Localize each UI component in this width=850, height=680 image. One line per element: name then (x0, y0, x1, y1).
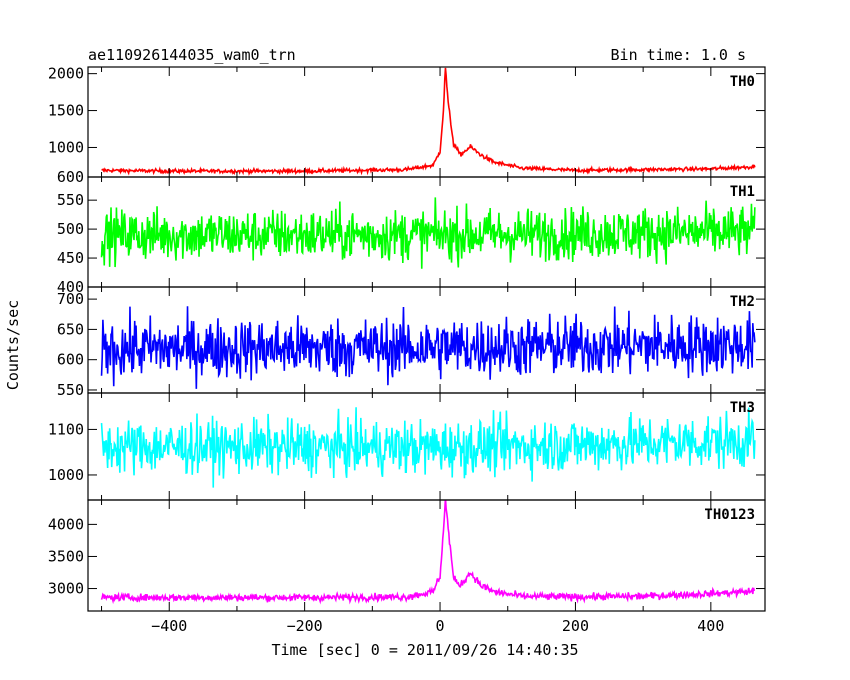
y-axis-label: Counts/sec (4, 300, 22, 390)
panel-frame (87, 499, 766, 612)
y-tick-label: 3500 (48, 547, 84, 565)
y-tick-label: 700 (57, 290, 84, 308)
panel-label-th0: TH0 (730, 74, 755, 90)
y-tick-label: 550 (57, 381, 84, 399)
y-tick-label: 400 (57, 278, 84, 296)
panel-th1: 400 450 500 550 TH1 (57, 176, 766, 296)
x-tick-label: 400 (697, 617, 724, 635)
chart-title: ae110926144035_wam0_trn (88, 46, 296, 64)
y-tick-label: 550 (57, 191, 84, 209)
y-tick-label: 3000 (48, 580, 84, 598)
x-tick-label: 0 (436, 617, 445, 635)
bin-time-label: Bin time: 1.0 s (611, 46, 746, 64)
y-tick-label: 600 (57, 168, 84, 186)
series-line-th0123 (100, 500, 756, 605)
y-tick-label: 600 (57, 351, 84, 369)
y-tick-label: 2000 (48, 65, 84, 83)
panel-th3: 1000 1100 TH3 (48, 392, 766, 501)
y-tick-label: 500 (57, 220, 84, 238)
series-line-th3 (100, 407, 756, 488)
series-line-th0 (101, 67, 756, 176)
y-tick-label: 650 (57, 320, 84, 338)
y-tick-label: 1000 (48, 138, 84, 156)
panel-th0: 600 1000 1500 2000 TH0 (48, 65, 766, 186)
y-tick-label: 450 (57, 249, 84, 267)
y-tick-label: 1100 (48, 420, 84, 438)
panel-th0123: 3000 3500 4000 TH0123 (48, 499, 766, 612)
y-tick-label: 1500 (48, 102, 84, 120)
panel-th2: 550 600 650 700 TH2 (57, 286, 766, 399)
series-line-th1 (100, 197, 756, 269)
y-tick-label: 1000 (48, 466, 84, 484)
x-tick-label: −400 (151, 617, 187, 635)
x-axis-label: Time [sec] 0 = 2011/09/26 14:40:35 (271, 641, 578, 659)
series-line-th2 (100, 306, 756, 389)
panel-label-th3: TH3 (730, 400, 755, 416)
panel-label-th1: TH1 (730, 184, 755, 200)
x-tick-label: 200 (562, 617, 589, 635)
panel-frame (87, 66, 766, 178)
panel-label-th0123: TH0123 (704, 507, 755, 523)
x-tick-label: −200 (287, 617, 323, 635)
y-tick-label: 4000 (48, 515, 84, 533)
panel-label-th2: TH2 (730, 294, 755, 310)
